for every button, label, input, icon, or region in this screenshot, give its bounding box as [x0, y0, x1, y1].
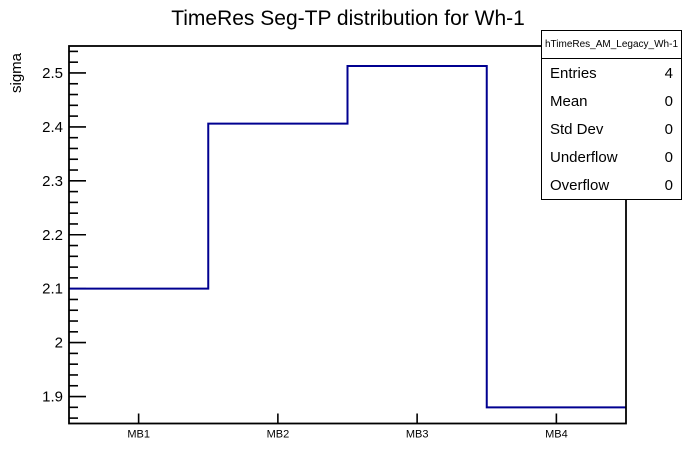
y-axis-tick-label: 2.1 — [42, 281, 63, 298]
stats-label: Std Dev — [550, 120, 604, 138]
stats-value: 0 — [664, 148, 673, 166]
y-axis-tick-label: 2.3 — [42, 173, 63, 190]
stats-row-mean: Mean 0 — [542, 87, 681, 115]
stats-label: Mean — [550, 92, 588, 110]
stats-value: 0 — [664, 92, 673, 110]
histogram-step-line — [69, 64, 626, 409]
stats-value: 4 — [664, 64, 673, 82]
stats-box-title: hTimeRes_AM_Legacy_Wh-1 — [542, 31, 681, 59]
x-axis-tick-label: MB3 — [406, 429, 429, 441]
stats-label: Underflow — [550, 148, 618, 166]
plot-frame — [68, 45, 627, 425]
x-axis-tick-label: MB1 — [127, 429, 150, 441]
y-axis-tick-label: 2.5 — [42, 65, 63, 82]
x-axis-tick-label: MB2 — [267, 429, 290, 441]
stats-box: hTimeRes_AM_Legacy_Wh-1 Entries 4 Mean 0… — [541, 30, 682, 200]
stats-row-entries: Entries 4 — [542, 59, 681, 87]
stats-label: Overflow — [550, 176, 610, 194]
stats-label: Entries — [550, 64, 597, 82]
stats-box-body: Entries 4 Mean 0 Std Dev 0 Underflow 0 O… — [542, 59, 681, 199]
stats-row-overflow: Overflow 0 — [542, 171, 681, 199]
stats-row-underflow: Underflow 0 — [542, 143, 681, 171]
chart-title: TimeRes Seg-TP distribution for Wh-1 — [171, 7, 525, 30]
y-axis-title: sigma — [8, 52, 25, 93]
y-axis-tick-label: 1.9 — [42, 389, 63, 406]
stats-row-stddev: Std Dev 0 — [542, 115, 681, 143]
y-axis-tick-label: 2.2 — [42, 227, 63, 244]
y-axis-tick-label: 2.4 — [42, 119, 63, 136]
x-axis-tick-label: MB4 — [545, 429, 568, 441]
y-axis-tick-label: 2 — [55, 335, 63, 352]
stats-value: 0 — [664, 120, 673, 138]
stats-value: 0 — [664, 176, 673, 194]
